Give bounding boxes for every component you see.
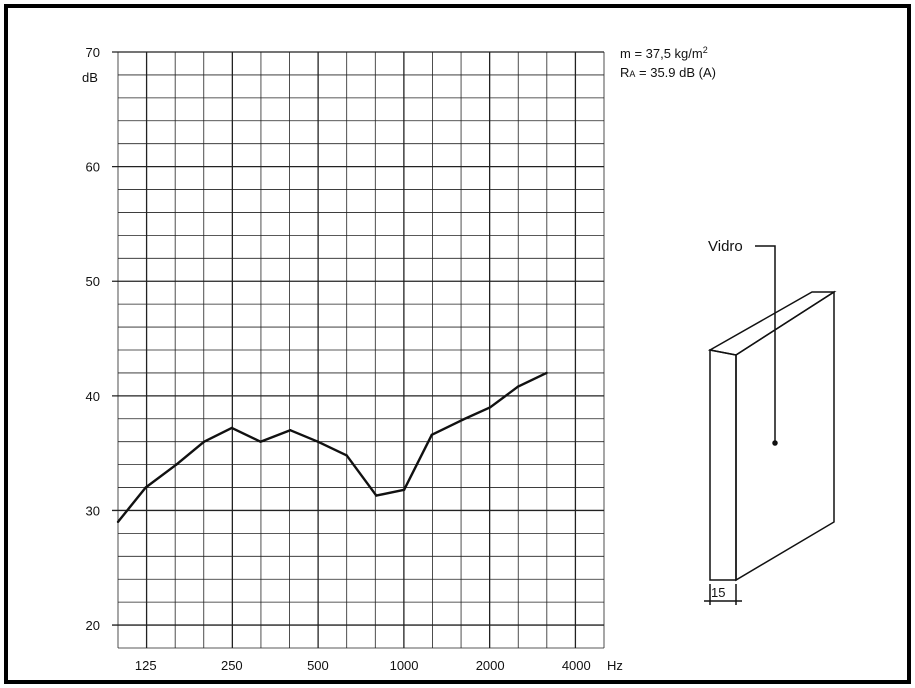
y-axis-unit: dB	[82, 70, 98, 85]
y-tick-label: 50	[86, 274, 100, 289]
material-label: Vidro	[708, 238, 743, 255]
series-point	[488, 406, 492, 409]
series-point	[516, 385, 520, 388]
series-point	[116, 520, 120, 524]
series-point	[545, 371, 548, 375]
pane-front-edge	[709, 349, 737, 581]
series-point	[375, 494, 378, 497]
y-tick-label: 40	[86, 389, 100, 404]
y-tick-label: 60	[86, 160, 100, 175]
chart-tick-labels: 20 30 40 50 60 70 125 250 500 1000 2000 4000	[86, 45, 591, 673]
series-point	[430, 433, 433, 437]
x-tick-label: 2000	[476, 658, 505, 673]
series-point	[289, 429, 292, 432]
x-axis-unit: Hz	[607, 658, 623, 673]
series-point	[202, 440, 206, 443]
mass-annotation-text: m = 37,5 kg/m	[620, 46, 703, 61]
rating-annotation-symbol: R	[620, 65, 629, 80]
pane-top-face	[707, 291, 837, 356]
chart-series	[116, 371, 548, 524]
x-tick-label: 1000	[390, 658, 419, 673]
mass-annotation: m = 37,5 kg/m2	[620, 45, 708, 61]
series-point	[175, 463, 178, 466]
y-tick-label: 20	[86, 618, 100, 633]
series-point	[230, 426, 234, 430]
x-tick-label: 250	[221, 658, 243, 673]
series-point	[402, 488, 406, 492]
y-tick-label: 30	[86, 503, 100, 518]
series-point	[144, 486, 147, 489]
rating-annotation-subscript: A	[629, 69, 635, 79]
thickness-label: 15	[711, 585, 725, 600]
rating-annotation: RA = 35.9 dB (A)	[620, 65, 716, 80]
material-leader-line	[755, 245, 776, 443]
figure-frame	[4, 4, 911, 684]
x-tick-label: 125	[135, 658, 157, 673]
mass-annotation-superscript: 2	[703, 45, 708, 55]
series-point	[316, 440, 320, 443]
x-tick-label: 4000	[562, 658, 591, 673]
series-point	[461, 418, 464, 422]
series-point	[345, 454, 348, 457]
rating-annotation-text: = 35.9 dB (A)	[635, 65, 716, 80]
series-line	[117, 371, 548, 523]
pane-side-face	[735, 290, 835, 582]
glass-pane-diagram	[704, 245, 837, 605]
x-tick-label: 500	[307, 658, 329, 673]
series-point	[259, 440, 262, 443]
material-leader-dot	[772, 440, 778, 446]
chart-grid	[112, 51, 605, 649]
y-tick-label: 70	[86, 45, 100, 60]
